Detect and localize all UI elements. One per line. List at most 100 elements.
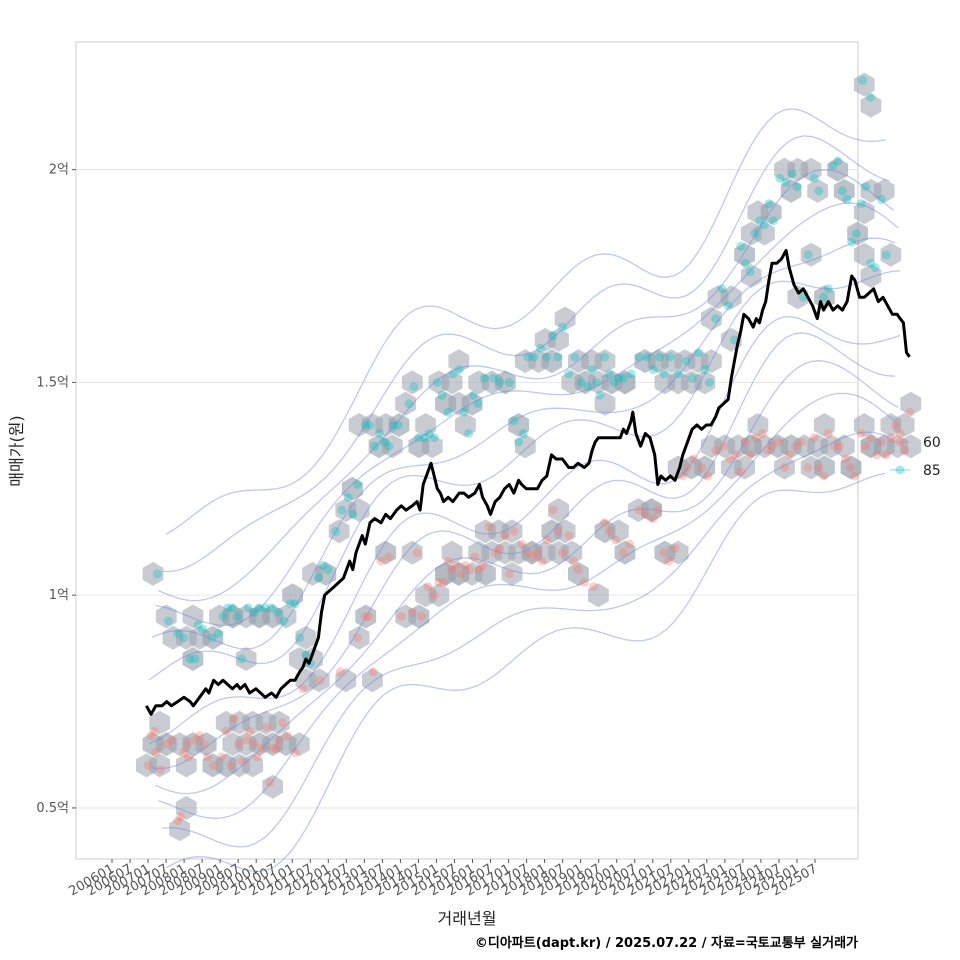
point-85 <box>750 229 760 238</box>
point-85 <box>384 441 394 451</box>
point-60 <box>429 590 439 600</box>
point-85 <box>414 433 423 443</box>
point-60 <box>758 429 768 438</box>
hex-cell <box>548 498 569 523</box>
point-60 <box>146 731 156 741</box>
hex-cell <box>814 413 835 437</box>
point-60 <box>360 612 370 621</box>
point-85 <box>374 429 384 438</box>
hex-cell <box>315 561 337 586</box>
point-60 <box>850 471 860 481</box>
contour-line <box>148 270 900 681</box>
point-85 <box>459 407 469 417</box>
point-60 <box>434 577 444 587</box>
point-85 <box>842 194 852 204</box>
contour-line <box>155 360 899 795</box>
point-60 <box>166 735 176 745</box>
point-60 <box>648 514 658 524</box>
point-60 <box>446 565 456 575</box>
point-60 <box>568 556 578 566</box>
hex-cell <box>182 647 204 671</box>
hex-cell <box>501 519 523 544</box>
point-85 <box>279 616 289 626</box>
point-60 <box>443 556 453 566</box>
point-60 <box>773 437 783 447</box>
hex-cell <box>734 455 755 480</box>
point-60 <box>664 556 674 566</box>
point-60 <box>412 548 422 558</box>
point-60 <box>460 560 470 570</box>
hex-cell <box>308 668 330 693</box>
hex-cell <box>594 391 616 416</box>
point-60 <box>845 463 855 472</box>
y-tick-label: 1.5억 <box>36 375 69 390</box>
hex-cell <box>175 753 197 778</box>
point-85 <box>736 241 746 251</box>
point-60 <box>830 441 839 451</box>
point-60 <box>271 743 281 753</box>
point-85 <box>365 420 375 430</box>
point-85 <box>687 373 697 383</box>
point-60 <box>814 463 824 472</box>
point-85 <box>851 229 861 238</box>
point-60 <box>257 743 267 753</box>
point-85 <box>866 92 875 102</box>
hex-cell <box>295 625 317 650</box>
point-85 <box>814 186 824 196</box>
point-60 <box>573 565 583 575</box>
hex-cell <box>155 604 177 629</box>
point-60 <box>353 633 362 643</box>
hex-cell <box>421 434 443 459</box>
point-85 <box>232 612 242 621</box>
point-85 <box>717 284 727 294</box>
hex-cell <box>873 178 895 203</box>
hex-cell <box>880 242 902 267</box>
point-85 <box>509 416 519 426</box>
hex-cell <box>701 349 722 374</box>
point-85 <box>360 420 370 430</box>
point-85 <box>548 331 558 341</box>
point-85 <box>609 377 619 387</box>
point-60 <box>841 454 850 464</box>
hex-cell <box>501 561 523 586</box>
hex-cell <box>607 519 629 544</box>
point-85 <box>323 565 333 575</box>
point-60 <box>242 735 251 745</box>
point-85 <box>218 612 228 621</box>
hex-cell <box>441 370 463 395</box>
hex-cell <box>614 370 636 395</box>
point-85 <box>576 377 586 387</box>
point-60 <box>877 437 886 447</box>
point-85 <box>866 258 875 268</box>
x-axis-ticks: 2006012006072007012007072008012008072009… <box>67 859 820 899</box>
trend-line-layer <box>145 249 911 716</box>
point-60 <box>537 556 547 566</box>
point-85 <box>185 654 195 664</box>
hex-cell <box>853 413 875 437</box>
hex-cell <box>508 413 529 437</box>
point-85 <box>659 369 669 379</box>
point-60 <box>182 739 192 749</box>
hex-cell <box>375 540 397 565</box>
point-60 <box>557 548 567 558</box>
point-85 <box>198 624 208 634</box>
point-60 <box>604 526 614 536</box>
hex-cell <box>441 540 463 565</box>
point-60 <box>872 450 882 460</box>
point-85 <box>331 526 341 536</box>
point-60 <box>564 531 574 541</box>
point-85 <box>301 650 311 660</box>
hex-cell <box>800 157 822 182</box>
point-60 <box>790 441 800 451</box>
point-60 <box>762 446 772 455</box>
point-60 <box>277 718 287 728</box>
point-60 <box>490 548 500 558</box>
point-60 <box>209 760 219 770</box>
point-85 <box>803 250 813 260</box>
point-85 <box>833 156 843 166</box>
point-85 <box>353 480 362 489</box>
point-85 <box>711 314 721 324</box>
hex-cell <box>475 561 496 586</box>
point-60 <box>465 565 475 575</box>
point-85 <box>595 390 605 400</box>
